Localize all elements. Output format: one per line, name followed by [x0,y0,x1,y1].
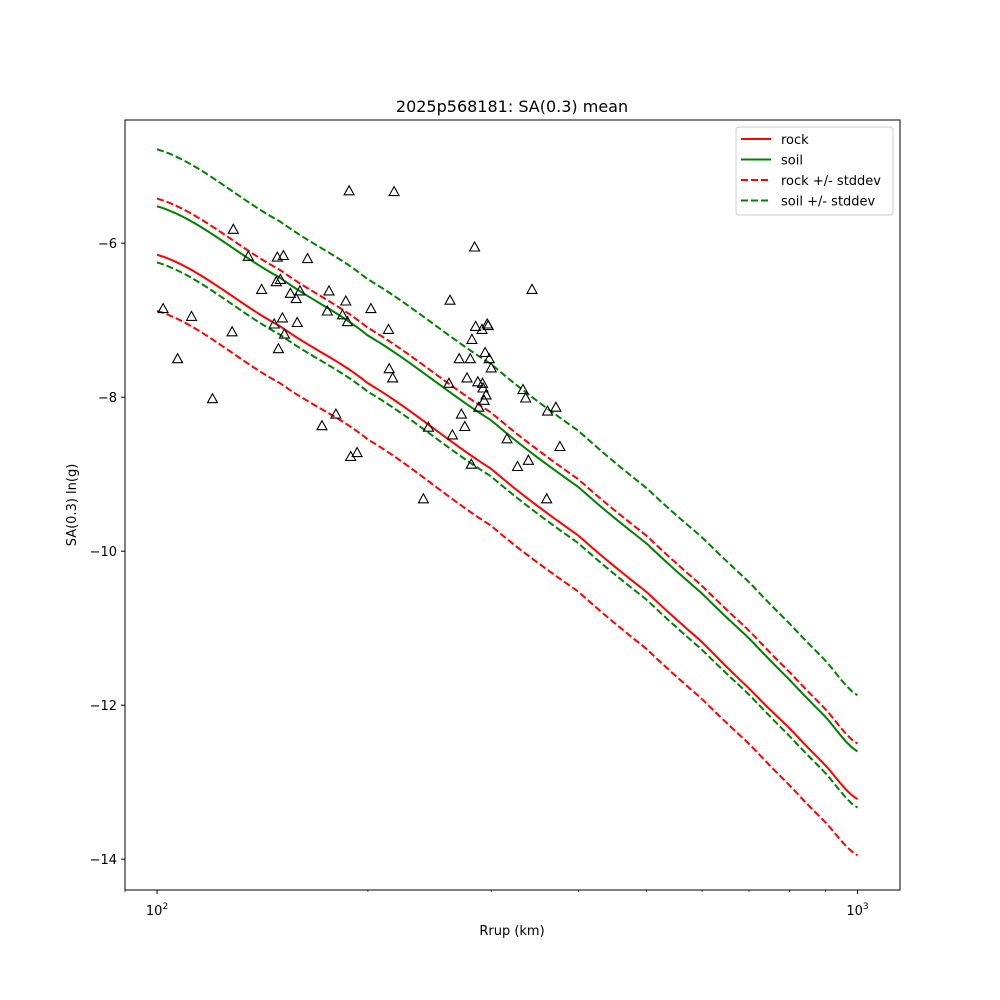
observation-point [291,316,304,328]
observation-point [336,308,349,320]
observation-point [157,302,170,314]
observation-point [185,310,198,321]
observation-point [444,294,456,305]
observation-point [458,420,471,432]
observation-point [290,292,303,304]
observation-point [478,394,491,405]
observation-point [277,249,290,261]
observation-point [482,319,495,331]
observation-point [388,185,401,197]
legend-label: soil +/- stddev [781,195,876,210]
legend-label: rock [781,133,809,148]
observation-point [268,317,281,329]
observation-point [270,275,283,287]
observation-point [476,323,488,334]
observation-point [343,184,356,196]
observation-point [483,352,496,364]
plot-points [157,184,566,504]
y-tick-label: −10 [90,545,117,560]
y-tick-label: −14 [90,853,117,868]
observation-point [446,428,459,440]
observation-point [501,432,513,444]
observation-point [540,492,553,504]
observation-point [386,371,399,383]
observation-point [526,283,538,294]
observation-point [276,311,289,323]
y-axis: −6 −8 −10 −12 −14 [90,237,125,868]
y-axis-label: SA(0.3) ln(g) [65,464,80,547]
observation-point [549,401,562,412]
observation-point [453,352,466,364]
observation-point [477,381,489,393]
observation-point [464,352,477,364]
observation-point [329,407,342,419]
plot-area-frame [124,119,901,891]
observation-point [316,419,328,431]
series-line-6 [156,261,859,809]
observation-point [278,327,291,339]
observation-point [351,446,364,458]
y-tick-label: −8 [98,391,117,406]
series-line-5 [156,148,859,697]
y-tick-label: −6 [98,237,117,252]
observation-point [274,273,287,284]
observation-point [468,240,481,252]
observation-point [461,371,473,383]
observation-point [383,362,396,374]
observation-point [382,323,395,334]
observation-point [519,391,532,403]
observation-point [344,450,357,462]
observation-point [341,315,354,327]
y-tick-label: −12 [90,699,117,714]
series-line-3 [156,197,859,745]
x-axis-label: Rrup (km) [479,924,544,939]
observation-point [206,392,219,404]
observation-point [323,284,335,296]
observation-point [553,440,566,452]
observation-point [255,283,268,294]
observation-point [301,252,314,264]
observation-point [541,404,554,416]
x-axis: 102 103 [124,890,869,919]
observation-point [226,325,239,337]
observation-point [455,407,468,419]
legend-frame [735,126,894,216]
legend-label: rock +/- stddev [781,174,881,189]
observation-point [476,377,489,388]
observation-point [242,250,255,261]
observation-point [284,287,297,298]
observation-point [465,333,478,344]
observation-point [480,388,493,400]
legend-label: soil [781,154,803,169]
legend: rock soil rock +/- stddev soil +/- stddev [735,126,894,216]
observation-point [294,284,306,296]
series-line-1 [156,253,859,800]
observation-point [272,342,285,354]
observation-point [469,320,482,331]
observation-point [339,294,352,306]
observation-point [485,361,498,373]
observation-point [465,458,478,469]
observation-point [171,352,184,364]
observation-point [511,460,524,472]
chart-title: 2025p568181: SA(0.3) mean [396,97,628,116]
x-tick-label: 103 [846,902,868,919]
observation-point [517,383,529,395]
observation-point [227,223,240,234]
observation-point [364,302,377,314]
observation-point [472,401,485,412]
observation-point [422,421,435,432]
series-line-4 [156,310,859,857]
x-tick-label: 102 [146,902,168,919]
observation-point [321,304,334,316]
observation-point [417,492,430,504]
observation-point [522,454,535,465]
observation-point [479,346,492,358]
observation-point [442,377,455,388]
